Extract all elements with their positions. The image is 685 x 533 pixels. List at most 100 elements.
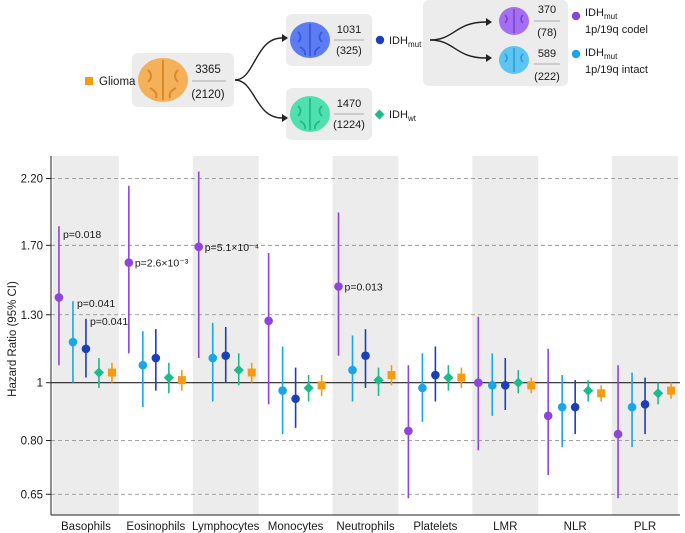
x-tick-label: Eosinophils [126,521,185,533]
hr-point-circle [221,351,231,360]
hr-point-circle [348,365,357,375]
y-axis-label: Hazard Ratio (95% CI) [7,281,19,397]
p-value-annotation: p=0.018 [63,229,101,241]
hr-point-circle [487,381,497,390]
arrow-head-icon [486,18,492,26]
glioma-count: 3365 [195,64,221,76]
hr-point-circle [543,411,553,421]
intact-sub: (222) [534,71,560,83]
hr-point-square [107,368,116,377]
hr-point-circle [613,429,623,439]
intact-count: 589 [538,48,556,60]
subgroup-panel [423,0,568,86]
idh-mut-count: 1031 [337,24,361,36]
codel-count: 370 [538,4,556,16]
hr-point-circle [500,381,510,390]
connector-intact [429,39,487,59]
hr-point-circle [68,337,78,347]
brain-icon [290,96,330,132]
x-tick-label: Monocytes [268,521,324,533]
brain-icon [499,46,529,74]
arrow-head-icon [486,54,492,62]
data-marks [54,171,676,499]
hr-point-circle [124,258,134,267]
hr-point-diamond [583,385,594,396]
hr-point-circle [418,383,427,393]
legend-glioma-label: Glioma [99,76,136,88]
hr-point-diamond [652,388,664,399]
hr-point-diamond [443,372,454,383]
hr-point-circle [473,378,483,388]
brain-icon [290,22,330,58]
y-tick-label: 0.65 [21,489,43,501]
p-value-annotation: p=5.1×10⁻⁴ [205,242,259,254]
hr-point-square [317,381,326,390]
y-tick-label: 1 [37,378,43,390]
hr-point-diamond [93,367,105,378]
connector-mut [234,37,283,81]
legend-intact-desc: 1p/19q intact [585,64,648,76]
hr-point-circle [194,242,204,252]
legend-codel-label: IDHmut [585,7,618,21]
x-tick-label: PLR [634,521,656,533]
glioma-sub: (2120) [191,89,224,101]
hr-point-diamond [303,382,314,394]
connector-wt [234,79,283,119]
hr-point-circle [291,394,300,404]
hr-point-circle [627,402,637,412]
legend-idh-wt-label: IDHwt [389,109,417,123]
hr-point-circle [151,353,161,363]
forest-plot: 2.20 1.70 1.30 1 0.80 0.65 Basophils Eosinophi… [7,156,680,533]
category-band [612,156,678,515]
hr-point-circle [557,402,567,412]
p-value-annotation: p=0.041 [90,316,128,328]
hr-point-square [597,389,606,398]
hr-point-square [177,376,186,385]
idh-wt-count: 1470 [337,98,361,110]
x-axis: Basophils Eosinophils Lymphocytes Monocytes… [51,514,680,533]
arrow-head-icon [282,34,288,42]
legend-glioma-square [85,77,93,85]
hr-point-circle [208,353,218,363]
y-tick-label: 0.80 [21,436,43,448]
hr-point-square [247,368,256,377]
legend-codel-dot [571,11,581,21]
hr-point-circle [54,293,64,302]
p-value-annotation: p=2.6×10⁻³ [135,258,189,270]
legend-idh-mut-dot [375,35,385,45]
p-value-annotation: p=0.013 [345,281,383,293]
legend-idh-wt-diamond [374,109,385,120]
brain-icon [499,7,529,35]
legend-intact-label: IDHmut [585,47,618,61]
hr-point-square [387,371,396,380]
idh-wt-sub: (1224) [333,119,365,131]
x-tick-label: Basophils [61,521,111,533]
idh-mut-sub: (325) [336,45,362,57]
legend-idh-mut-label: IDHmut [389,35,422,49]
hr-point-diamond [373,375,384,386]
hr-point-circle [264,316,273,326]
hr-point-diamond [233,364,244,376]
hr-point-circle [81,344,91,354]
hr-point-circle [138,360,148,370]
connector-codel [429,21,487,41]
x-tick-label: NLR [564,521,587,533]
y-tick-label: 1.30 [21,310,43,322]
hr-point-circle [334,282,343,291]
y-tick-label: 1.70 [21,240,43,252]
codel-sub: (78) [537,27,557,39]
hr-point-circle [361,351,370,360]
x-tick-label: LMR [493,521,517,533]
legend-codel-desc: 1p/19q codel [585,24,648,36]
hr-point-circle [278,386,287,395]
hr-point-square [457,373,466,382]
p-value-annotation: p=0.041 [77,298,115,310]
hr-point-square [667,386,676,395]
x-tick-label: Neutrophils [336,521,394,533]
cohort-tree: 3365 (2120) 1031 (325) 1470 (1224) 370 (… [85,0,648,140]
legend-intact-dot [571,49,581,59]
hr-point-circle [570,402,580,412]
hr-point-circle [640,400,650,409]
arrow-head-icon [282,114,288,122]
